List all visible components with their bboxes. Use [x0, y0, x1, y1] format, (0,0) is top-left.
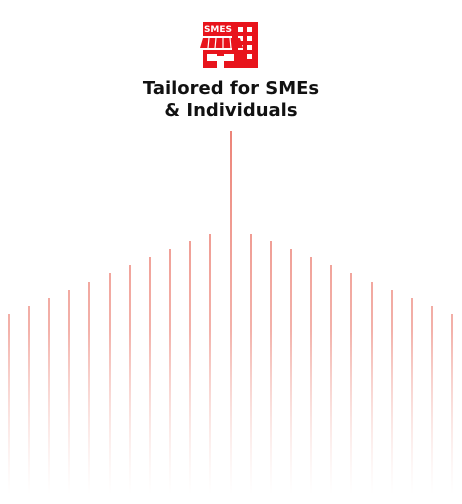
- awning: [200, 38, 243, 48]
- title-line: & Individuals: [164, 100, 297, 121]
- label-plate: [203, 22, 234, 36]
- decorative-rays: [8, 131, 453, 495]
- shop-window: [207, 54, 217, 61]
- sme-icon: SMES: [200, 22, 258, 68]
- shop-window: [224, 54, 234, 61]
- shop-door: [217, 56, 224, 68]
- icon-label: SMES: [204, 25, 232, 35]
- awning-stripes: [207, 37, 232, 49]
- title-line: Tailored for SMEs: [143, 78, 319, 99]
